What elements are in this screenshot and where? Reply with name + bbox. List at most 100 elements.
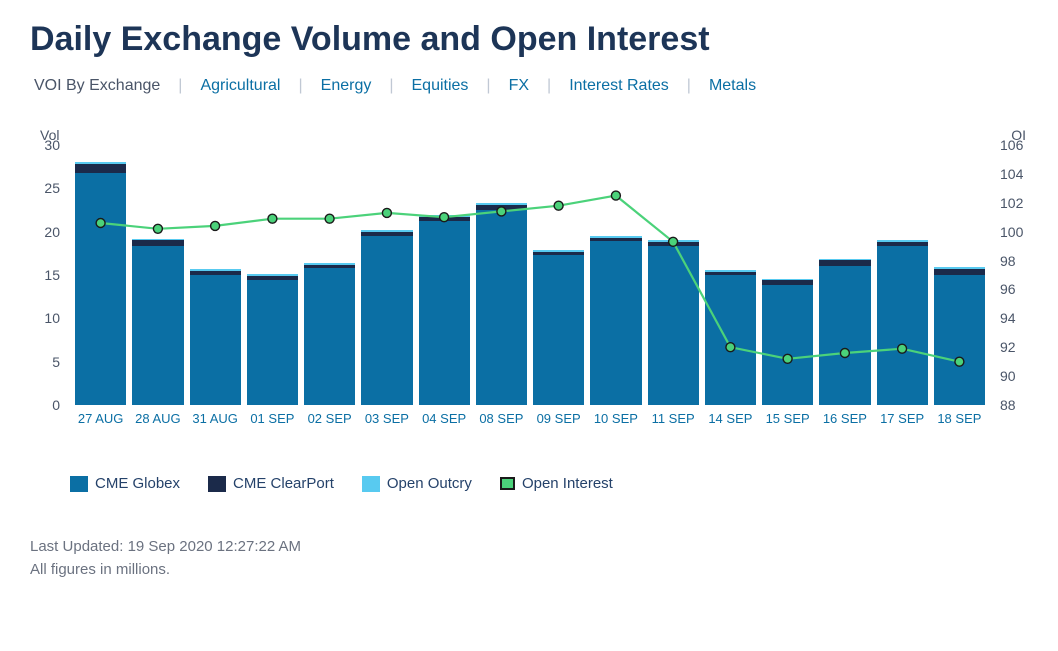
x-axis-labels: 27 AUG 28 AUG 31 AUG 01 SEP 02 SEP 03 SEP 04 S… xyxy=(70,411,990,426)
x-label: 02 SEP xyxy=(304,411,355,426)
x-label: 01 SEP xyxy=(247,411,298,426)
x-label: 28 AUG xyxy=(132,411,183,426)
bar-seg-globex xyxy=(132,246,183,405)
bar-seg-globex xyxy=(247,280,298,405)
x-label: 09 SEP xyxy=(533,411,584,426)
bar-seg-globex xyxy=(361,236,412,405)
bar-seg-globex xyxy=(590,241,641,405)
right-tick: 92 xyxy=(1000,339,1016,355)
bar-slot xyxy=(132,145,183,405)
bar-slot xyxy=(877,145,928,405)
bar-slot xyxy=(648,145,699,405)
left-tick: 30 xyxy=(44,137,60,153)
left-tick: 5 xyxy=(52,354,60,370)
tab-separator: | xyxy=(533,77,565,95)
legend-item: Open Outcry xyxy=(362,475,472,492)
left-tick: 20 xyxy=(44,224,60,240)
x-label: 15 SEP xyxy=(762,411,813,426)
tab-separator: | xyxy=(472,77,504,95)
tab-interest-rates[interactable]: Interest Rates xyxy=(565,77,673,95)
right-tick: 96 xyxy=(1000,281,1016,297)
x-label: 16 SEP xyxy=(819,411,870,426)
x-label: 10 SEP xyxy=(590,411,641,426)
right-tick: 88 xyxy=(1000,397,1016,413)
bar-seg-globex xyxy=(877,246,928,405)
bar-seg-globex xyxy=(762,285,813,405)
legend-swatch xyxy=(500,477,515,490)
x-label: 11 SEP xyxy=(648,411,699,426)
bar-slot xyxy=(361,145,412,405)
x-label: 04 SEP xyxy=(419,411,470,426)
page-title: Daily Exchange Volume and Open Interest xyxy=(30,20,1028,59)
tab-voi-by-exchange: VOI By Exchange xyxy=(30,77,164,95)
legend-swatch xyxy=(70,476,88,492)
category-tabs: VOI By Exchange|Agricultural|Energy|Equi… xyxy=(30,77,1028,95)
chart-footer: Last Updated: 19 Sep 2020 12:27:22 AM Al… xyxy=(30,536,1028,581)
bar-seg-globex xyxy=(304,268,355,405)
chart-legend: CME Globex CME ClearPort Open Outcry Open I… xyxy=(70,475,1028,492)
bar-slot xyxy=(762,145,813,405)
right-tick: 106 xyxy=(1000,137,1023,153)
right-tick: 90 xyxy=(1000,368,1016,384)
legend-label: CME Globex xyxy=(95,475,180,492)
bar-slot xyxy=(304,145,355,405)
legend-item: CME ClearPort xyxy=(208,475,334,492)
plot-area xyxy=(70,145,990,405)
legend-swatch xyxy=(208,476,226,492)
x-label: 17 SEP xyxy=(877,411,928,426)
tab-equities[interactable]: Equities xyxy=(408,77,473,95)
bar-slot xyxy=(476,145,527,405)
legend-label: CME ClearPort xyxy=(233,475,334,492)
right-tick: 94 xyxy=(1000,310,1016,326)
left-y-axis: 051015202530 xyxy=(30,145,66,405)
last-updated: Last Updated: 19 Sep 2020 12:27:22 AM xyxy=(30,536,1028,559)
bar-seg-globex xyxy=(75,173,126,405)
x-label: 14 SEP xyxy=(705,411,756,426)
bar-slot xyxy=(190,145,241,405)
units-note: All figures in millions. xyxy=(30,559,1028,582)
bar-slot xyxy=(590,145,641,405)
right-tick: 98 xyxy=(1000,253,1016,269)
x-label: 03 SEP xyxy=(361,411,412,426)
right-tick: 100 xyxy=(1000,224,1023,240)
bar-slot xyxy=(247,145,298,405)
bar-seg-globex xyxy=(934,275,985,405)
tab-fx[interactable]: FX xyxy=(505,77,533,95)
bar-seg-globex xyxy=(648,246,699,405)
right-tick: 102 xyxy=(1000,195,1023,211)
bar-seg-clearport xyxy=(75,164,126,173)
bar-seg-globex xyxy=(190,275,241,405)
bar-seg-globex xyxy=(476,210,527,405)
x-label: 31 AUG xyxy=(190,411,241,426)
bar-seg-globex xyxy=(419,221,470,405)
bar-slot xyxy=(75,145,126,405)
right-tick: 104 xyxy=(1000,166,1023,182)
right-y-axis: 889092949698100102104106 xyxy=(994,145,1030,405)
left-tick: 15 xyxy=(44,267,60,283)
tab-separator: | xyxy=(164,77,196,95)
bar-slot xyxy=(819,145,870,405)
bar-slot xyxy=(419,145,470,405)
left-tick: 25 xyxy=(44,180,60,196)
x-label: 18 SEP xyxy=(934,411,985,426)
bar-slot xyxy=(705,145,756,405)
legend-item: Open Interest xyxy=(500,475,613,492)
legend-label: Open Outcry xyxy=(387,475,472,492)
bar-seg-globex xyxy=(819,266,870,405)
legend-label: Open Interest xyxy=(522,475,613,492)
legend-swatch xyxy=(362,476,380,492)
bar-seg-globex xyxy=(533,255,584,405)
tab-energy[interactable]: Energy xyxy=(317,77,376,95)
left-tick: 10 xyxy=(44,310,60,326)
tab-separator: | xyxy=(284,77,316,95)
bar-slot xyxy=(934,145,985,405)
tab-metals[interactable]: Metals xyxy=(705,77,760,95)
x-label: 08 SEP xyxy=(476,411,527,426)
bar-seg-globex xyxy=(705,275,756,405)
tab-agricultural[interactable]: Agricultural xyxy=(196,77,284,95)
tab-separator: | xyxy=(375,77,407,95)
volume-oi-chart: Vol OI 051015202530 88909294969810010210… xyxy=(30,145,1030,465)
left-tick: 0 xyxy=(52,397,60,413)
legend-item: CME Globex xyxy=(70,475,180,492)
x-label: 27 AUG xyxy=(75,411,126,426)
